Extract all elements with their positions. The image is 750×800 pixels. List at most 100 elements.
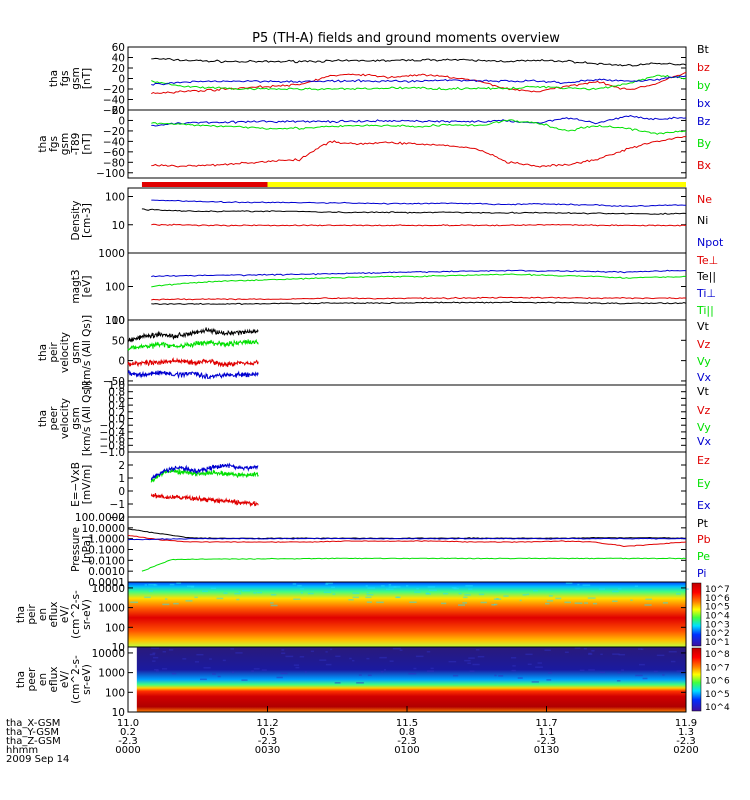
peir-spectrogram-colorbar-tick: 10^7: [705, 585, 730, 595]
x-tick-label: 0100: [394, 745, 419, 756]
peir-spectrogram-ylabel: thapeirenefluxeV/(cm^2-s-sr-eV): [15, 590, 93, 639]
temperature-legend-Ti: Ti⊥: [696, 287, 716, 300]
fgs-t89-series-Bz: [151, 115, 687, 127]
temperature-ytick-label: 1000: [98, 248, 125, 260]
fgs-ytick-label: 40: [112, 53, 125, 65]
peer-velocity-ytick-label: −0.2: [100, 420, 126, 432]
temperature-frame: [127, 252, 687, 321]
density-ytick-label: 10: [112, 220, 125, 232]
peir-spectrogram-ytick-label: 10000: [92, 583, 125, 595]
fgs-t89-series-Bx: [151, 136, 686, 168]
peer-velocity-ytick-label: 1.0: [108, 380, 125, 392]
density-legend-Ni: Ni: [697, 214, 708, 227]
temperature-ytick-label: 100: [105, 282, 125, 294]
density-series-Npot: [151, 199, 687, 208]
fgs-t89-ytick-label: −20: [103, 126, 125, 138]
fgs-ytick-label: −20: [103, 84, 125, 96]
panel-pressure: 100.000010.00001.00000.10000.01000.00100…: [70, 512, 711, 589]
peir-velocity-legend-Vx: Vx: [697, 371, 712, 384]
fgs-legend-bx: bx: [697, 97, 711, 110]
temperature-ylabel: magt3[eV]: [70, 269, 93, 303]
temperature-series-Te: [151, 296, 687, 301]
temperature-legend-Te: Te⊥: [696, 254, 718, 267]
x-tick-label: -2.3: [118, 736, 138, 747]
fgs-t89-series-By: [151, 119, 687, 135]
peer-velocity-legend-Vz: Vz: [697, 404, 711, 417]
efield-ytick-label: −1: [110, 499, 125, 511]
peer-spectrogram-colorbar-tick: 10^8: [705, 650, 730, 660]
fgs-ylabel: thafgsgsm[nT]: [48, 67, 93, 89]
peer-spectrogram-ytick-label: 10000: [92, 648, 125, 660]
peir-velocity-frame: [127, 319, 687, 386]
pressure-ytick-label: 100.0000: [75, 512, 125, 524]
efield-series-Ex: [150, 462, 259, 481]
peer-spectrogram-colorbar-tick: 10^6: [705, 677, 730, 687]
efield-series-Ez: [150, 493, 259, 508]
peer-spectrogram-ytick-label: 10: [112, 707, 125, 719]
peer-velocity-ytick-label: 0.6: [108, 393, 125, 405]
efield-legend-Ex: Ex: [697, 499, 711, 512]
peir-spectrogram-ytick-label: 1000: [98, 603, 125, 615]
efield-ytick-label: 0: [118, 486, 125, 498]
plot-panels: 6040200−20−40−60thafgsgsm[nT]Btbzbybx200…: [15, 42, 730, 719]
pressure-legend-Pt: Pt: [697, 517, 709, 530]
fgs-t89-ytick-label: 20: [112, 105, 125, 117]
density-legend-Npot: Npot: [697, 236, 724, 249]
x-tick-label: 0.8: [399, 727, 415, 738]
efield-ytick-label: 2: [118, 460, 125, 472]
pressure-legend-Pe: Pe: [697, 550, 710, 563]
panel-peir-spectrogram: 10^710^610^510^410^310^210^1 10000 1000 100…: [15, 581, 730, 654]
peer-velocity-ylabel: thapeervelocitygsm[km/s (All Qs)]: [37, 381, 93, 456]
fgs-legend-bz: bz: [697, 61, 710, 74]
efield-ytick-label: −2: [110, 512, 125, 524]
pressure-ytick-label: 0.0100: [88, 555, 125, 567]
temperature-ytick-label: 10: [112, 315, 125, 327]
peir-velocity-legend-Vt: Vt: [697, 320, 710, 333]
x-tick-label: 0200: [673, 745, 698, 756]
density-ylabel: Density[cm-3]: [70, 201, 93, 241]
fgs-series-by: [151, 74, 687, 91]
peer-spectrogram-colorbar-tick: 10^7: [705, 663, 730, 673]
efield-legend-Ey: Ey: [697, 477, 711, 490]
fgs-t89-frame: [127, 109, 687, 179]
x-tick-label: 11.0: [117, 718, 139, 729]
peir-velocity-ytick-label: 50: [112, 335, 125, 347]
x-tick-label: 1.1: [539, 727, 555, 738]
density-ytick-label: 100: [105, 192, 125, 204]
peer-spectrogram-image: [136, 647, 686, 712]
peer-velocity-frame: [127, 384, 687, 453]
panel-fgs-t89: 200−20−40−60−80−100thafgsgsm-T89[nT]BzBy…: [37, 105, 712, 180]
x-date-label: 2009 Sep 14: [6, 754, 69, 765]
mode-bar-segment-2: [267, 182, 686, 187]
peir-spectrogram-colorbar-tick: 10^3: [705, 620, 730, 630]
pressure-series-Pt: [127, 528, 686, 540]
x-tick-label: -2.3: [397, 736, 417, 747]
panel-peer-velocity: 1.00.80.60.40.20.0−0.2−0.4−0.6−0.8−1.0 th…: [37, 380, 712, 459]
x-tick-label: 0030: [255, 745, 280, 756]
peir-velocity-ylabel: thapeirvelocitygsm[km/s (All Qs)]: [37, 315, 93, 390]
efield-series-Ey: [150, 468, 259, 483]
peer-velocity-ytick-label: −1.0: [100, 447, 126, 459]
pressure-ytick-label: 0.0010: [88, 566, 125, 578]
fgs-series-bx: [151, 75, 687, 86]
peir-spectrogram-colorbar-tick: 10^5: [705, 603, 730, 613]
x-tick-label: 0000: [115, 745, 140, 756]
density-series-Ni: [141, 208, 687, 215]
x-tick-label: 11.9: [675, 718, 697, 729]
pressure-ytick-label: 0.1000: [88, 545, 125, 557]
peir-velocity-ytick-label: −50: [103, 376, 125, 388]
peir-velocity-series-Vt: [127, 327, 259, 343]
fgs-t89-ytick-label: −80: [103, 157, 125, 169]
peir-velocity-series-Vz: [127, 357, 259, 368]
efield-ytick-label: 1: [118, 473, 125, 485]
fgs-ytick-label: −60: [103, 105, 125, 117]
x-tick-label: -2.3: [537, 736, 557, 747]
peir-spectrogram-colorbar-tick: 10^2: [705, 629, 730, 639]
panel-peer-spectrogram: 10^8 10^7 10^6 10^5 10^4 10000 1000 100 10 thapee…: [15, 646, 730, 719]
density-legend-Ne: Ne: [697, 193, 712, 206]
density-series-Ne: [151, 223, 687, 227]
fgs-series-bz: [151, 71, 687, 95]
peir-spectrogram-ytick-label: 100: [105, 622, 125, 634]
